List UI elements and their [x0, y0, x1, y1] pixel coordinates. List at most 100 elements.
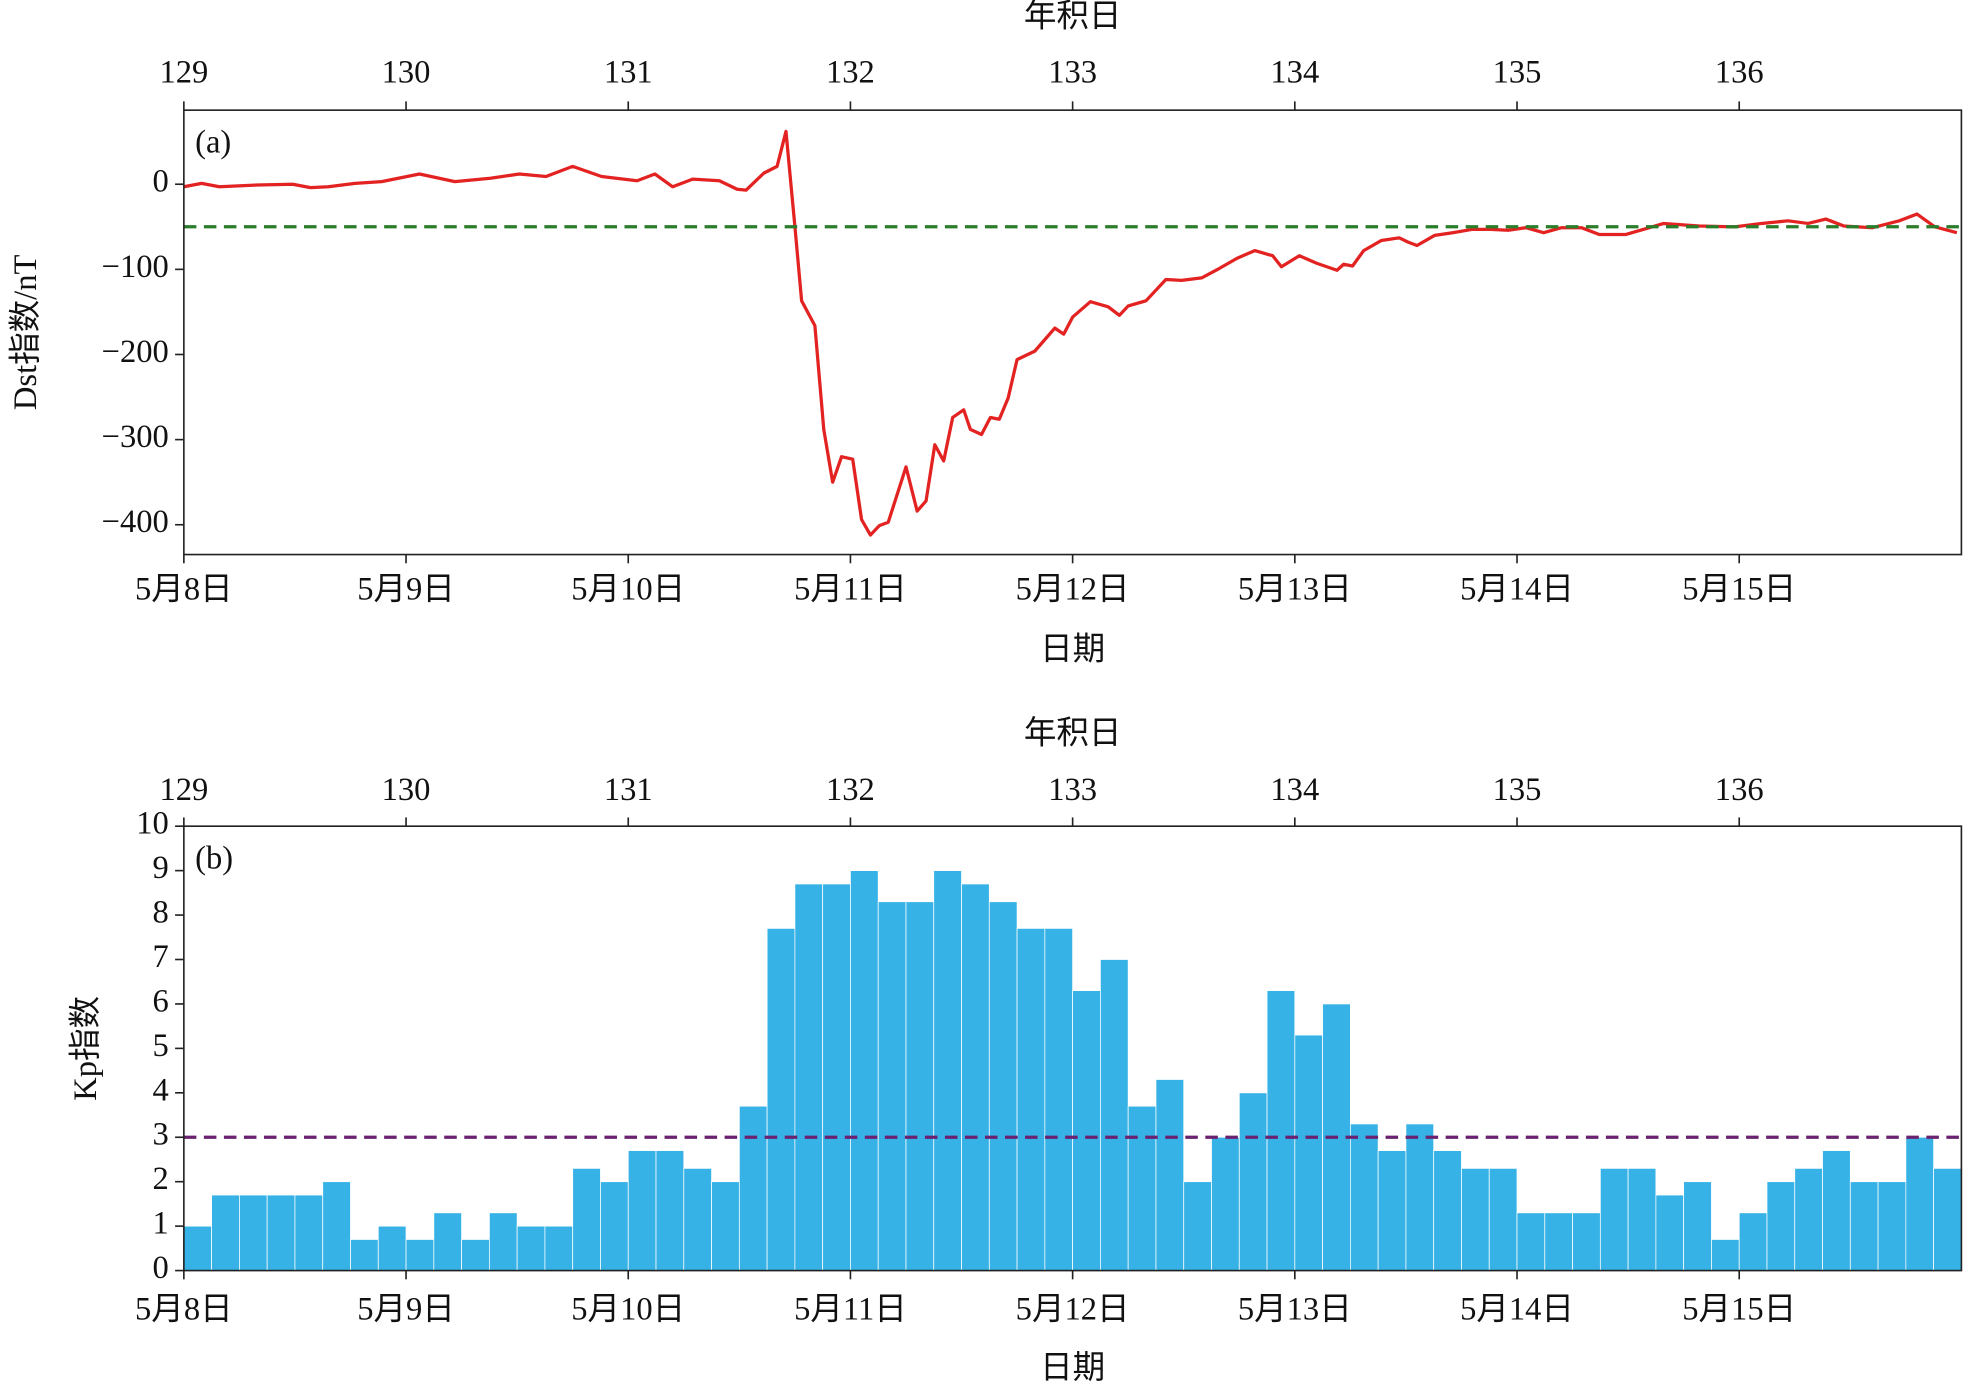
y-tick-label: 7 [153, 939, 169, 975]
kp-bar [1183, 1181, 1212, 1271]
y-tick-label: 0 [153, 164, 169, 200]
y-tick-label: −300 [102, 419, 169, 455]
x2-tick-label: 130 [382, 55, 431, 91]
y-tick-label: 3 [153, 1117, 169, 1153]
kp-bar [1461, 1167, 1490, 1271]
kp-bar [1238, 1092, 1268, 1271]
kp-bar [850, 870, 879, 1271]
x2-tick-label: 132 [826, 772, 875, 808]
x2-tick-label: 136 [1715, 772, 1764, 808]
y-tick-label: 6 [153, 983, 169, 1019]
kp-bar [877, 901, 907, 1271]
y-tick-label: 5 [153, 1028, 169, 1064]
kp-bar [1155, 1079, 1185, 1271]
kp-bar [1738, 1212, 1768, 1271]
kp-bar [544, 1225, 574, 1271]
x-tick-label: 5月9日 [357, 1291, 455, 1327]
dst-line [183, 129, 1958, 537]
panel-label: (a) [195, 125, 231, 161]
x2-tick-label: 133 [1048, 772, 1097, 808]
kp-bar [655, 1150, 685, 1271]
kp-bar [627, 1150, 657, 1271]
kp-bar [1655, 1194, 1685, 1271]
x-tick-label: 5月11日 [794, 572, 907, 608]
kp-bar [1766, 1181, 1796, 1271]
panel-label: (b) [195, 841, 233, 877]
x-tick-label: 5月10日 [571, 572, 685, 608]
y-tick-label: −200 [102, 334, 169, 370]
kp-bar [405, 1239, 435, 1271]
kp-bar [1211, 1136, 1240, 1271]
kp-bar [1072, 990, 1101, 1271]
y-tick-label: 4 [153, 1072, 169, 1108]
kp-bar [905, 901, 935, 1271]
kp-bar [961, 883, 990, 1271]
kp-bar [933, 870, 962, 1271]
kp-bar [1377, 1150, 1407, 1271]
kp-bar [1905, 1136, 1935, 1271]
x-tick-label: 5月8日 [135, 1291, 233, 1327]
x2-tick-label: 135 [1493, 55, 1542, 91]
kp-bar [711, 1181, 740, 1271]
y-tick-label: −100 [102, 249, 169, 285]
plot-frame [183, 109, 1963, 556]
kp-bar [1266, 990, 1296, 1271]
x-tick-label: 5月14日 [1460, 572, 1574, 608]
x-tick-label: 5月15日 [1682, 1291, 1796, 1327]
y-tick-label: 8 [153, 895, 169, 931]
x-axis-label: 日期 [1040, 1350, 1105, 1386]
kp-bar [183, 1225, 213, 1271]
kp-bar [1544, 1212, 1573, 1271]
x-tick-label: 5月9日 [357, 572, 455, 608]
kp-bar [1405, 1123, 1435, 1271]
x-tick-label: 5月12日 [1016, 572, 1130, 608]
x2-tick-label: 134 [1270, 772, 1319, 808]
kp-bar [350, 1239, 379, 1271]
kp-bar [1127, 1105, 1157, 1271]
kp-bar [266, 1194, 296, 1271]
y-tick-label: 10 [136, 806, 169, 842]
panel: 0 −100 −200 −300 −400 5月8日 5月9日 5月10日 5月11日 5月12日… [7, 0, 1963, 668]
kp-bar [1516, 1212, 1546, 1271]
y-tick-label: 0 [153, 1250, 169, 1286]
x2-tick-label: 135 [1493, 772, 1542, 808]
kp-bar [822, 883, 851, 1271]
kp-bar [572, 1167, 601, 1271]
x2-tick-label: 136 [1715, 55, 1764, 91]
x-tick-label: 5月12日 [1016, 1291, 1130, 1327]
kp-bar [1488, 1167, 1518, 1271]
x2-tick-label: 129 [159, 55, 208, 91]
x2-tick-label: 133 [1048, 55, 1097, 91]
y-tick-label: 1 [153, 1206, 169, 1242]
kp-bar [1294, 1034, 1323, 1271]
kp-bar [988, 901, 1018, 1271]
kp-bar [488, 1212, 518, 1271]
kp-bar [433, 1212, 462, 1271]
x-tick-label: 5月15日 [1682, 572, 1796, 608]
kp-bar [516, 1225, 546, 1271]
kp-bar [322, 1181, 351, 1271]
x-tick-label: 5月13日 [1238, 1291, 1352, 1327]
kp-bar [1044, 928, 1074, 1271]
kp-bar [1572, 1212, 1601, 1271]
kp-bar [1711, 1239, 1740, 1271]
kp-bar [294, 1194, 324, 1271]
kp-bar [1877, 1181, 1907, 1271]
x2-tick-label: 130 [382, 772, 431, 808]
y-tick-label: 9 [153, 850, 169, 886]
x2-tick-label: 129 [159, 772, 208, 808]
kp-bar [794, 883, 824, 1271]
kp-bar [1683, 1181, 1712, 1271]
x-tick-label: 5月8日 [135, 572, 233, 608]
x-tick-label: 5月10日 [571, 1291, 685, 1327]
kp-bar [1349, 1123, 1379, 1271]
kp-bar [239, 1194, 268, 1271]
x2-tick-label: 134 [1270, 55, 1319, 91]
kp-bar [1794, 1167, 1823, 1271]
kp-bar [600, 1181, 629, 1271]
y-axis-label: Dst指数/nT [7, 255, 44, 411]
kp-bar [1599, 1167, 1629, 1271]
kp-bar [1849, 1181, 1879, 1271]
kp-bar [683, 1167, 712, 1271]
